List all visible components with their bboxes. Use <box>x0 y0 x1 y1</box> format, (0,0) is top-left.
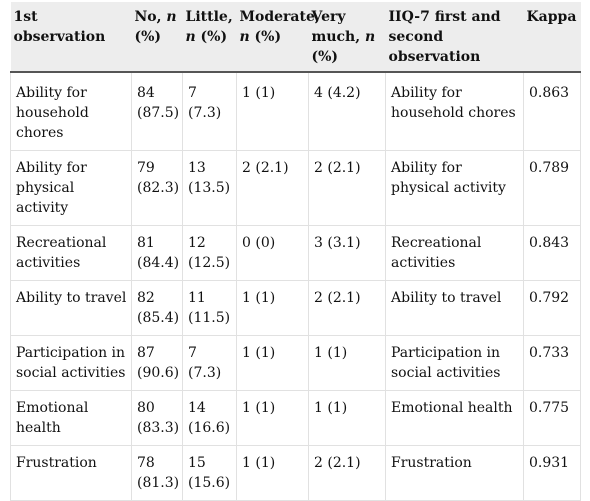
cell-no: 78 (81.3) <box>131 445 183 501</box>
cell-very-much: 3 (3.1) <box>308 225 386 281</box>
cell-very-much: 4 (4.2) <box>308 72 386 151</box>
cell-little: 12 (12.5) <box>182 225 237 281</box>
cell-iiq7-item: Recreational activities <box>385 225 524 281</box>
cell-kappa: 0.775 <box>523 390 581 446</box>
cell-iiq7-item: Frustration <box>385 445 524 501</box>
cell-kappa: 0.863 <box>523 72 581 151</box>
cell-item: Frustration <box>10 445 132 501</box>
cell-item: Ability for physical activity <box>10 150 132 226</box>
cell-little: 7 (7.3) <box>182 335 237 391</box>
cell-moderate: 1 (1) <box>236 72 309 151</box>
cell-no: 84 (87.5) <box>131 72 183 151</box>
cell-little: 7 (7.3) <box>182 72 237 151</box>
cell-moderate: 1 (1) <box>236 280 309 336</box>
cell-item: Recreational activities <box>10 225 132 281</box>
header-no: No, n (%) <box>131 2 183 73</box>
header-row: 1st observation No, n (%) Little, n (%) … <box>10 2 581 73</box>
cell-moderate: 2 (2.1) <box>236 150 309 226</box>
cell-moderate: 1 (1) <box>236 390 309 446</box>
cell-little: 15 (15.6) <box>182 445 237 501</box>
cell-moderate: 1 (1) <box>236 335 309 391</box>
cell-iiq7-item: Participation in social activities <box>385 335 524 391</box>
cell-no: 79 (82.3) <box>131 150 183 226</box>
header-kappa: Kappa <box>523 2 581 73</box>
cell-very-much: 2 (2.1) <box>308 445 386 501</box>
table-row: Recreational activities 81 (84.4) 12 (12… <box>10 225 581 281</box>
header-moderate: Moderate, n (%) <box>236 2 320 73</box>
cell-moderate: 1 (1) <box>236 445 309 501</box>
cell-item: Emotional health <box>10 390 132 446</box>
cell-very-much: 2 (2.1) <box>308 280 386 336</box>
cell-item: Ability for household chores <box>10 72 132 151</box>
cell-iiq7-item: Ability for physical activity <box>385 150 524 226</box>
cell-little: 11 (11.5) <box>182 280 237 336</box>
table-row: Ability for household chores 84 (87.5) 7… <box>10 72 581 151</box>
cell-very-much: 1 (1) <box>308 390 386 446</box>
header-very-much: Very much, n (%) <box>308 2 386 73</box>
cell-kappa: 0.789 <box>523 150 581 226</box>
cell-kappa: 0.733 <box>523 335 581 391</box>
table-row: Frustration 78 (81.3) 15 (15.6) 1 (1) 2 … <box>10 445 581 501</box>
header-little: Little, n (%) <box>182 2 237 73</box>
cell-no: 80 (83.3) <box>131 390 183 446</box>
cell-kappa: 0.931 <box>523 445 581 501</box>
table-row: Participation in social activities 87 (9… <box>10 335 581 391</box>
cell-moderate: 0 (0) <box>236 225 309 281</box>
table-row: Emotional health 80 (83.3) 14 (16.6) 1 (… <box>10 390 581 446</box>
cell-kappa: 0.792 <box>523 280 581 336</box>
cell-iiq7-item: Emotional health <box>385 390 524 446</box>
cell-very-much: 1 (1) <box>308 335 386 391</box>
cell-iiq7-item: Ability to travel <box>385 280 524 336</box>
cell-item: Participation in social activities <box>10 335 132 391</box>
cell-little: 14 (16.6) <box>182 390 237 446</box>
cell-very-much: 2 (2.1) <box>308 150 386 226</box>
cell-no: 87 (90.6) <box>131 335 183 391</box>
cell-no: 81 (84.4) <box>131 225 183 281</box>
cell-kappa: 0.843 <box>523 225 581 281</box>
table-row: Ability for physical activity 79 (82.3) … <box>10 150 581 226</box>
header-first-observation: 1st observation <box>10 2 132 73</box>
cell-no: 82 (85.4) <box>131 280 183 336</box>
header-iiq7-observations: IIQ-7 first and second observation <box>385 2 524 73</box>
cell-little: 13 (13.5) <box>182 150 237 226</box>
cell-item: Ability to travel <box>10 280 132 336</box>
cell-iiq7-item: Ability for household chores <box>385 72 524 151</box>
iiq7-table: 1st observation No, n (%) Little, n (%) … <box>10 2 581 501</box>
table-row: Ability to travel 82 (85.4) 11 (11.5) 1 … <box>10 280 581 336</box>
